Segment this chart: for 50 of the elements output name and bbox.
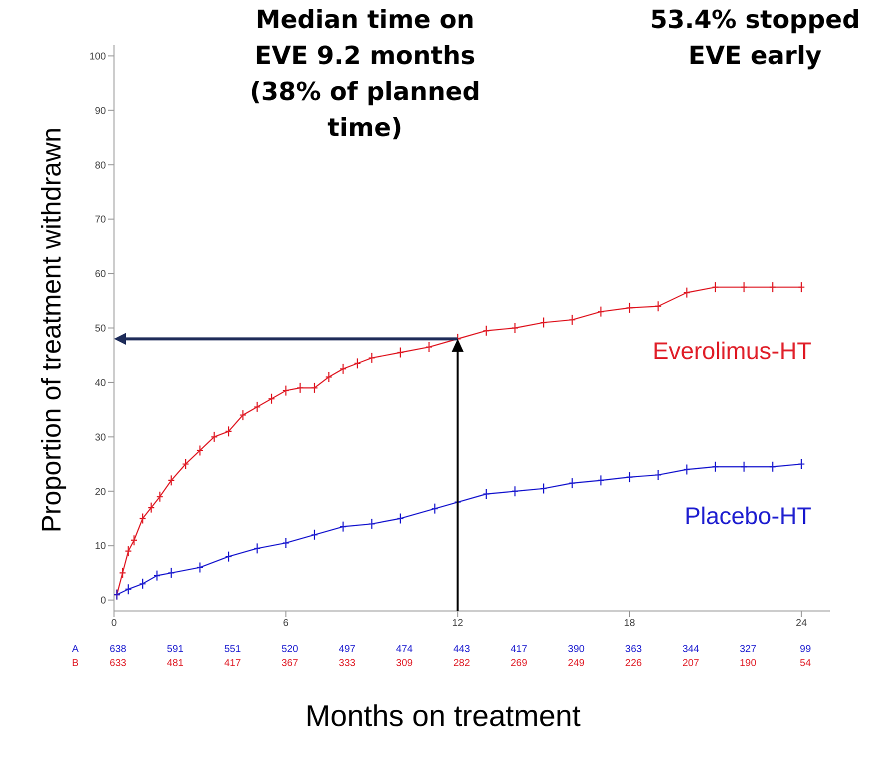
- text: A: [72, 644, 79, 655]
- text: 282: [453, 658, 470, 669]
- x-tick-label: 0: [111, 618, 118, 630]
- annotation: 53.4% stopped EVE early: [648, 4, 862, 72]
- y-tick-label: 10: [94, 541, 106, 552]
- x-axis-title: Months on treatment: [304, 700, 582, 734]
- y-tick-label: 60: [94, 269, 106, 280]
- text: 226: [625, 658, 642, 669]
- text: 249: [568, 658, 585, 669]
- text: 591: [166, 644, 184, 655]
- text: 551: [224, 644, 241, 655]
- x-tick-label: 12: [452, 618, 464, 630]
- x-tick-label: 18: [624, 618, 636, 630]
- y-tick-label: 100: [89, 51, 106, 62]
- text: 520: [281, 644, 298, 655]
- text: 390: [568, 644, 585, 655]
- text: 474: [396, 644, 413, 655]
- y-axis-title: Proportion of treatment withdrawn: [36, 127, 68, 533]
- text: 367: [281, 658, 298, 669]
- text: 190: [740, 658, 756, 669]
- text: 344: [682, 644, 700, 655]
- text: 481: [166, 658, 184, 669]
- text: 497: [338, 644, 356, 655]
- x-tick-label: 6: [283, 618, 290, 630]
- y-tick-label: 20: [94, 486, 106, 498]
- annotation: Median time on EVE 9.2 months (38% of planned time): [248, 4, 482, 144]
- text: 207: [682, 658, 700, 669]
- text: 417: [224, 658, 241, 669]
- text: 327: [740, 644, 756, 655]
- series-label: Everolimus-HT: [652, 338, 812, 366]
- y-tick-label: 50: [94, 324, 106, 335]
- y-tick-label: 90: [94, 106, 106, 117]
- text: 363: [625, 644, 642, 655]
- text: 443: [453, 644, 470, 655]
- text: 309: [396, 658, 413, 669]
- y-tick-label: 80: [94, 160, 106, 172]
- x-tick-label: 24: [796, 618, 808, 630]
- text: 633: [110, 658, 126, 669]
- text: 638: [110, 644, 126, 655]
- y-tick-label: 0: [100, 596, 106, 607]
- text: 54: [800, 658, 811, 669]
- text: B: [72, 658, 79, 669]
- text: 99: [800, 644, 811, 655]
- y-tick-label: 40: [94, 378, 106, 389]
- text: 333: [338, 658, 356, 669]
- text: 269: [510, 658, 528, 669]
- y-tick-label: 70: [94, 214, 106, 226]
- series-label: Placebo-HT: [684, 503, 812, 530]
- y-tick-label: 30: [94, 432, 106, 444]
- text: 417: [510, 644, 528, 655]
